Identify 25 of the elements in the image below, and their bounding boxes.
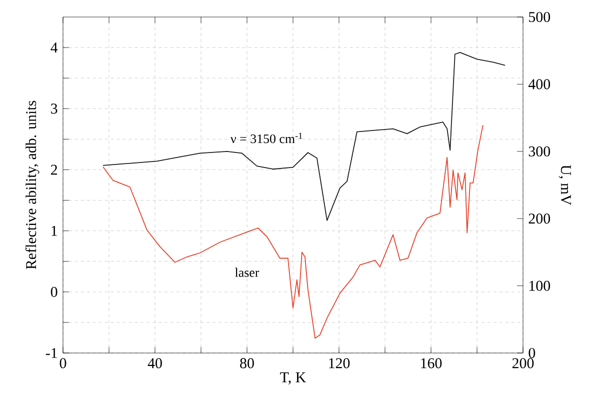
y-tick-label: 4: [50, 42, 58, 52]
y-tick-label: 2: [51, 164, 57, 175]
y-tick-label: 0: [50, 286, 58, 297]
y-axis-title: Reflective ability, adb. units: [25, 100, 40, 270]
y-tick-label: 1: [52, 226, 57, 236]
y-tick-label: -1: [46, 348, 57, 358]
y2-tick-label: 100: [530, 280, 550, 291]
x-tick-label: 0: [60, 358, 66, 368]
y-tick-label: 3: [51, 104, 58, 114]
x-tick-label: 120: [329, 358, 350, 368]
line-series: [102, 124, 484, 339]
y2-tick-label: 200: [528, 214, 550, 224]
x-tick-label: 80: [240, 358, 254, 368]
y2-tick-label: 500: [529, 12, 550, 22]
y2-axis-title: U, mV: [558, 164, 571, 206]
annotation: ν = 3150 cm$^{-1}$: [230, 132, 302, 144]
annotation: laser: [235, 268, 260, 277]
y2-tick-label: 400: [528, 79, 550, 90]
x-tick-label: 160: [421, 358, 442, 368]
x-tick-label: 200: [512, 358, 534, 368]
x-axis-title: T, K: [280, 372, 306, 385]
x-tick-label: 40: [148, 358, 162, 368]
line-series: [102, 52, 506, 221]
y2-tick-label: 0: [528, 348, 536, 358]
y2-tick-label: 300: [528, 146, 550, 156]
